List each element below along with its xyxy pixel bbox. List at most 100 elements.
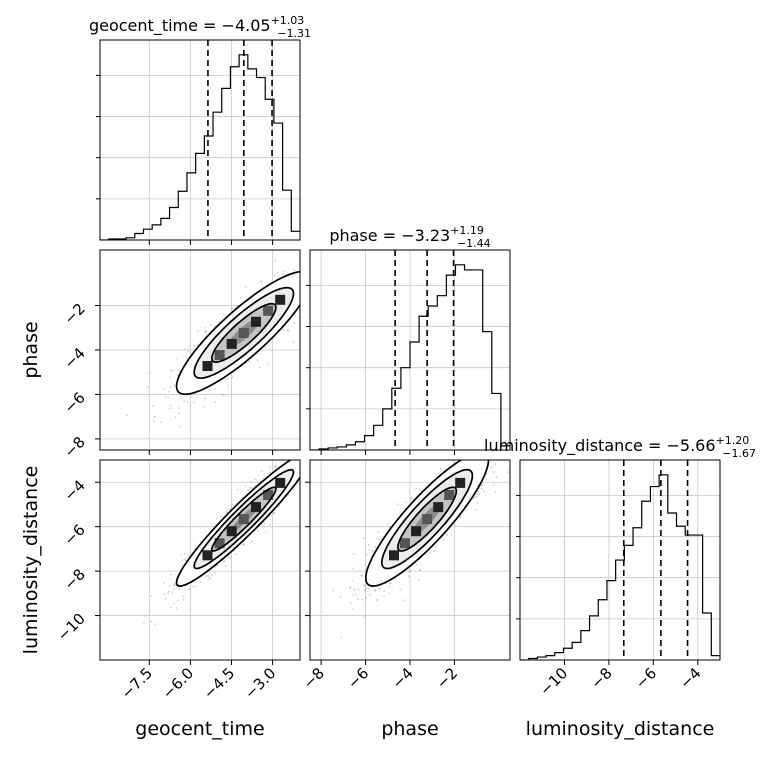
- scatter-point: [181, 559, 184, 562]
- scatter-point: [150, 620, 152, 623]
- scatter-point: [169, 404, 172, 407]
- scatter-point: [164, 598, 167, 600]
- scatter-point: [415, 487, 417, 490]
- scatter-point: [153, 415, 155, 418]
- scatter-point: [184, 348, 186, 350]
- scatter-point: [474, 496, 476, 498]
- histogram-frame: [99, 39, 301, 241]
- scatter-point: [273, 274, 276, 277]
- scatter-point: [293, 268, 295, 271]
- scatter-point: [223, 560, 225, 562]
- scatter-point: [372, 549, 375, 551]
- scatter-point: [362, 584, 365, 587]
- scatter-point: [184, 355, 187, 358]
- scatter-point: [374, 589, 376, 592]
- scatter-point: [292, 492, 295, 495]
- scatter-point: [199, 580, 202, 583]
- scatter-point: [208, 578, 211, 581]
- scatter-point: [167, 590, 170, 593]
- scatter-point: [409, 569, 412, 571]
- scatter-point: [454, 523, 457, 525]
- scatter-point: [268, 466, 271, 468]
- scatter-point: [184, 559, 187, 562]
- scatter-point: [363, 589, 366, 592]
- scatter-point: [495, 476, 498, 479]
- y-tick-label: −10: [54, 610, 89, 645]
- scatter-point: [445, 533, 448, 536]
- scatter-point: [249, 486, 252, 489]
- scatter-point: [273, 465, 276, 468]
- scatter-point: [374, 589, 377, 591]
- density-cell: [202, 361, 213, 371]
- scatter-point: [480, 484, 483, 487]
- scatter-point: [293, 321, 296, 324]
- scatter-point: [263, 522, 266, 525]
- scatter-point: [260, 280, 263, 282]
- scatter-point: [287, 494, 290, 496]
- scatter-point: [210, 523, 213, 526]
- density-panel-luminosity_distance-vs-phase: [309, 459, 511, 661]
- scatter-point: [257, 481, 259, 484]
- scatter-point: [168, 408, 171, 410]
- title-prefix: phase =: [329, 226, 401, 245]
- contour-line-level-2: [380, 468, 474, 570]
- scatter-point: [180, 554, 182, 556]
- scatter-point: [209, 577, 212, 579]
- histogram-panel-geocent_time: [96, 39, 301, 241]
- title-upper: +1.20: [716, 434, 750, 447]
- density-cell: [251, 316, 261, 327]
- scatter-point: [204, 327, 207, 329]
- scatter-point: [449, 529, 452, 531]
- scatter-point: [292, 341, 295, 343]
- scatter-point: [378, 588, 381, 591]
- scatter-point: [394, 577, 397, 580]
- density-cell: [275, 294, 286, 305]
- scatter-point: [339, 596, 342, 598]
- scatter-point: [453, 461, 455, 464]
- scatter-point: [483, 490, 485, 493]
- scatter-point: [283, 270, 285, 273]
- scatter-point: [389, 582, 392, 585]
- scatter-point: [485, 478, 487, 480]
- scatter-point: [352, 553, 355, 555]
- y-tick-label: −2: [60, 300, 88, 328]
- scatter-point: [228, 556, 230, 558]
- scatter-point: [492, 471, 495, 474]
- scatter-point: [340, 636, 343, 639]
- scatter-point: [154, 623, 156, 625]
- y-tick-label: −6: [60, 389, 88, 417]
- panel-title-phase: phase = −3.23+1.19 −1.44: [329, 224, 490, 250]
- density-cell: [433, 502, 444, 513]
- scatter-point: [187, 351, 190, 353]
- scatter-point: [349, 586, 352, 589]
- scatter-point: [287, 328, 289, 331]
- scatter-point: [250, 487, 253, 489]
- scatter-point: [177, 407, 180, 410]
- scatter-point: [459, 516, 461, 518]
- scatter-point: [361, 574, 363, 577]
- contour-line-level-3: [210, 486, 277, 552]
- scatter-point: [235, 306, 237, 308]
- scatter-point: [170, 573, 173, 576]
- scatter-point: [221, 393, 224, 395]
- scatter-point: [235, 553, 237, 556]
- scatter-point: [387, 592, 390, 595]
- scatter-point: [440, 467, 442, 470]
- scatter-point: [272, 512, 275, 514]
- scatter-point: [152, 404, 154, 407]
- x-tick-label: −6: [632, 664, 660, 692]
- density-cell: [202, 550, 213, 561]
- scatter-point: [260, 470, 263, 473]
- scatter-point: [260, 281, 263, 284]
- contour-line-level-1: [175, 460, 300, 587]
- scatter-point: [167, 592, 170, 595]
- scatter-point: [433, 550, 435, 553]
- scatter-point: [494, 463, 497, 465]
- scatter-point: [282, 328, 285, 331]
- scatter-point: [169, 376, 172, 379]
- scatter-point: [177, 599, 180, 602]
- density-cell: [411, 526, 422, 537]
- scatter-point: [446, 534, 449, 536]
- contour-line-level-2: [193, 286, 295, 380]
- scatter-point: [215, 517, 218, 520]
